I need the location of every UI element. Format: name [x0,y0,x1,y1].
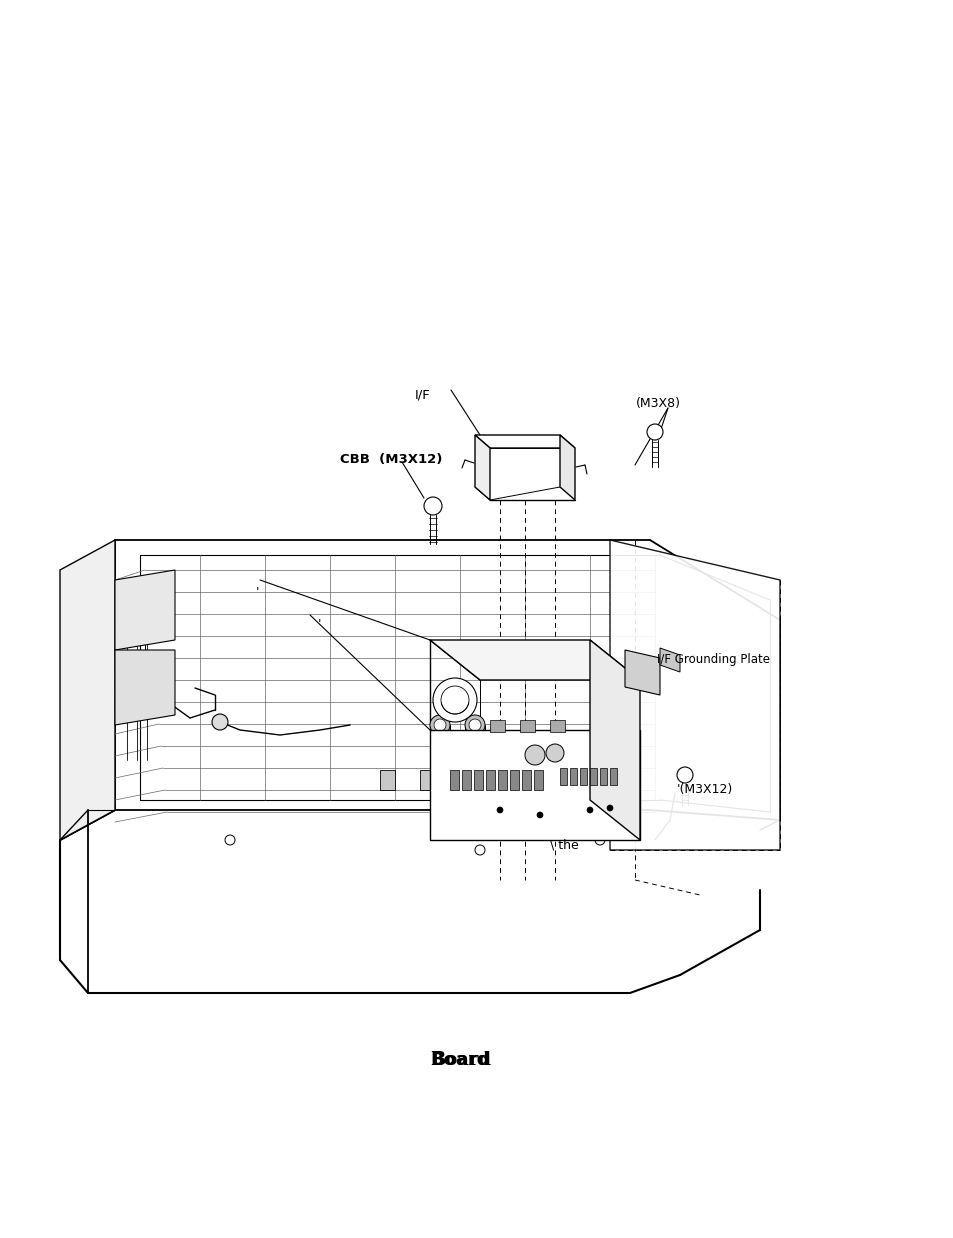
Text: '(M3X12): '(M3X12) [677,784,733,796]
Polygon shape [609,540,780,851]
Polygon shape [461,770,471,790]
Polygon shape [534,770,542,790]
Polygon shape [624,650,659,695]
Circle shape [646,423,662,439]
Polygon shape [589,768,597,785]
Circle shape [212,714,228,730]
Polygon shape [490,721,504,732]
Polygon shape [464,725,484,760]
Polygon shape [497,770,506,790]
Polygon shape [430,730,639,841]
Text: (M3X8): (M3X8) [636,397,680,411]
Circle shape [537,812,542,818]
Polygon shape [115,569,174,650]
Polygon shape [60,540,115,841]
Polygon shape [599,768,606,785]
Polygon shape [459,770,475,790]
Circle shape [469,719,480,730]
Circle shape [586,807,593,813]
Circle shape [606,805,613,811]
Circle shape [440,686,469,714]
Polygon shape [569,768,577,785]
Circle shape [595,834,604,846]
Polygon shape [521,770,531,790]
Polygon shape [115,650,174,725]
Circle shape [497,807,502,813]
Text: \ the: \ the [550,838,578,852]
Text: Board: Board [430,1051,489,1068]
Polygon shape [579,768,586,785]
Text: I/F Grounding Plate: I/F Grounding Plate [657,654,769,666]
Polygon shape [519,721,535,732]
Polygon shape [485,770,495,790]
Polygon shape [609,768,617,785]
Circle shape [433,678,476,722]
Polygon shape [559,768,566,785]
Polygon shape [379,770,395,790]
Circle shape [464,716,484,735]
Circle shape [677,768,692,782]
Circle shape [430,716,450,735]
Polygon shape [589,640,639,841]
Polygon shape [510,770,518,790]
Polygon shape [430,725,450,760]
Polygon shape [474,770,482,790]
Text: Board: Board [430,1051,491,1068]
Circle shape [545,744,563,763]
Text: CBB  (M3X12): CBB (M3X12) [339,453,442,467]
Text: ': ' [318,619,321,631]
Circle shape [475,846,484,855]
Circle shape [225,834,234,846]
Polygon shape [559,435,575,500]
Text: I/F: I/F [415,389,431,401]
Circle shape [524,745,544,765]
Polygon shape [430,640,639,680]
Circle shape [423,496,441,515]
Polygon shape [475,435,490,500]
Circle shape [434,719,446,730]
Polygon shape [550,721,564,732]
Text: ': ' [256,586,259,598]
Polygon shape [450,770,458,790]
Polygon shape [419,770,435,790]
Polygon shape [659,647,679,672]
Polygon shape [475,435,575,448]
